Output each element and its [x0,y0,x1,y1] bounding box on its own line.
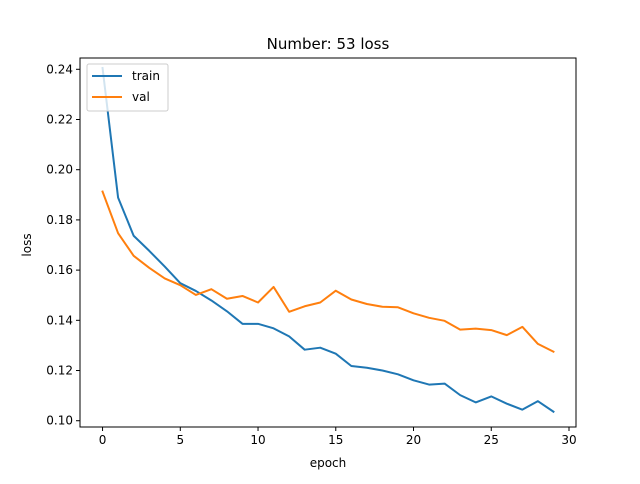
x-tick-label: 15 [328,433,343,447]
plot-frame [79,57,577,428]
series-line-val [101,190,555,354]
y-tick-label: 0.24 [46,62,73,76]
legend-label-val: val [132,90,150,104]
y-axis-label: loss [20,233,34,256]
y-tick-label: 0.10 [46,414,73,428]
x-tick-label: 0 [99,433,107,447]
series-layer [101,66,555,414]
legend: train val [86,63,169,112]
axes-layer: 0 5 10 15 20 25 30 0.10 0.12 0.14 0.16 0.18 0.20 0.22… [46,57,577,447]
x-tick-label: 30 [561,433,576,447]
series-line-train [101,66,555,414]
x-axis-label: epoch [310,456,347,470]
chart-title: Number: 53 loss [267,35,390,53]
x-tick-label: 10 [250,433,265,447]
x-tick-label: 20 [406,433,421,447]
legend-label-train: train [132,69,160,83]
x-tick-label: 5 [176,433,184,447]
y-tick-label: 0.18 [46,213,73,227]
y-tick-label: 0.16 [46,263,73,277]
y-tick-label: 0.20 [46,163,73,177]
x-tick-label: 25 [484,433,499,447]
y-tick-label: 0.12 [46,364,73,378]
y-tick-label: 0.22 [46,113,73,127]
y-tick-label: 0.14 [46,313,73,327]
